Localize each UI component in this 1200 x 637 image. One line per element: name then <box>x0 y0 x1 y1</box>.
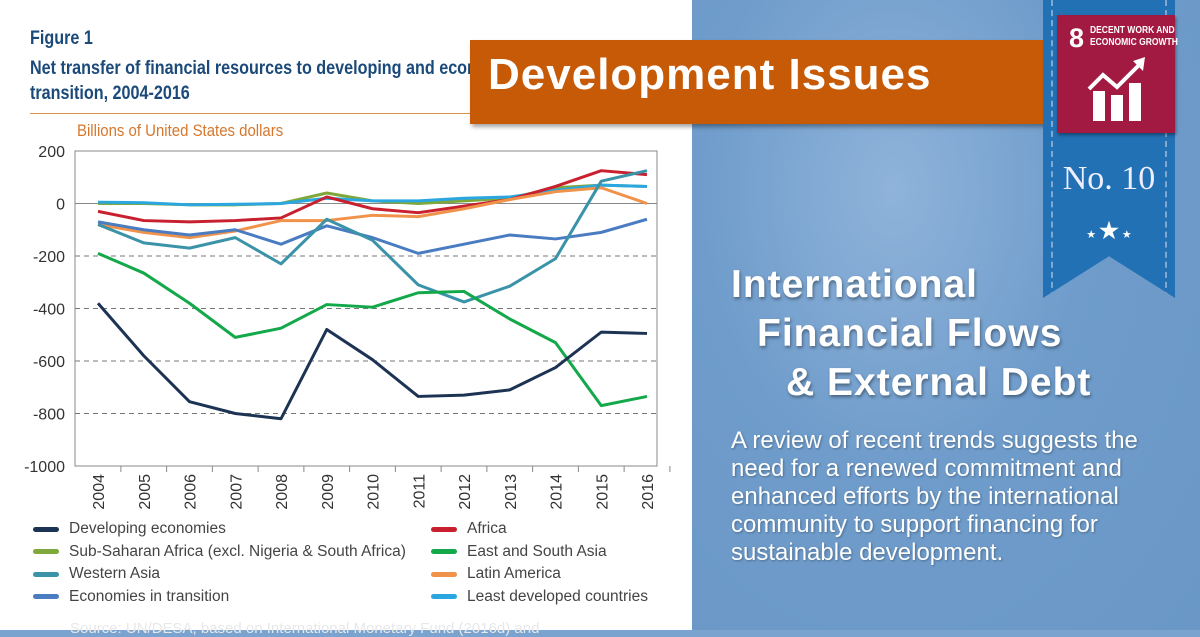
series-line-africa <box>97 169 648 224</box>
legend-label: Economies in transition <box>69 587 230 605</box>
legend-swatch <box>33 571 59 577</box>
legend-item: Economies in transition <box>33 586 406 609</box>
series-line-western-asia <box>97 169 648 304</box>
title-rule <box>30 113 480 114</box>
x-tick-label: 2007 <box>228 474 245 510</box>
x-tick-label: 2011 <box>411 474 428 509</box>
series-line-developing-economies <box>96 302 648 421</box>
line-chart: 200 0 -200 -400 -600 -800 -1000 2004 2005 2006 200… <box>24 144 671 510</box>
legend-swatch <box>33 549 59 555</box>
y-tick-label: -1000 <box>24 459 65 476</box>
legend-item: Western Asia <box>33 563 406 586</box>
y-tick-label: -400 <box>33 302 65 319</box>
headline-line2: Financial Flows <box>757 312 1063 355</box>
x-tick-label: 2012 <box>457 474 474 510</box>
x-tick-label: 2014 <box>549 474 566 510</box>
x-tick-label: 2015 <box>594 474 611 510</box>
y-axis-units: Billions of United States dollars <box>77 121 284 140</box>
plot-frame <box>74 150 658 467</box>
legend-swatch <box>431 594 457 600</box>
x-tick-label: 2006 <box>183 474 200 510</box>
sdg-badge: 8 DECENT WORK AND ECONOMIC GROWTH <box>1057 15 1178 133</box>
banner: Development Issues <box>470 40 1065 124</box>
legend-label: Least developed countries <box>467 587 648 605</box>
legend-item: Developing economies <box>33 518 406 541</box>
legend-item: Africa <box>431 518 648 541</box>
series-line-east-and-south-asia <box>97 251 648 408</box>
legend-swatch <box>431 571 457 577</box>
source-note: Source: UN/DESA, based on International … <box>70 620 540 637</box>
x-tick-label: 2010 <box>366 474 383 510</box>
growth-chart-icon <box>1087 57 1145 121</box>
legend-label: Sub-Saharan Africa (excl. Nigeria & Sout… <box>69 542 406 560</box>
legend-swatch <box>431 549 457 555</box>
legend-label: Latin America <box>467 565 561 583</box>
legend-item: East and South Asia <box>431 541 648 564</box>
legend-left: Developing economies Sub-Saharan Africa (… <box>33 518 406 608</box>
series-line-economies-in-transition <box>97 217 648 255</box>
headline-line1: International <box>731 263 979 306</box>
sdg-line1: DECENT WORK AND <box>1090 25 1175 36</box>
series-line-least-developed-countries <box>97 183 648 207</box>
legend-label: Western Asia <box>69 565 161 583</box>
y-tick-label: 0 <box>56 197 65 214</box>
series-line-latin-america <box>97 186 648 240</box>
sdg-number: 8 <box>1069 23 1085 53</box>
figure-title: Net transfer of financial resources to d… <box>30 58 543 104</box>
legend-swatch <box>33 526 59 532</box>
x-tick-label: 2008 <box>274 474 291 510</box>
legend-item: Latin America <box>431 563 648 586</box>
legend-swatch <box>431 526 457 532</box>
y-tick-label: -600 <box>33 354 65 371</box>
legend-item: Least developed countries <box>431 586 648 609</box>
headline-line3: & External Debt <box>786 361 1092 404</box>
legend-item: Sub-Saharan Africa (excl. Nigeria & Sout… <box>33 541 406 564</box>
description: A review of recent trends suggests the n… <box>731 427 1138 566</box>
issue-number: No. 10 <box>1062 160 1156 197</box>
x-tick-label: 2004 <box>91 474 108 510</box>
legend-label: Africa <box>467 520 507 538</box>
y-tick-label: 200 <box>38 144 65 161</box>
sdg-line2: ECONOMIC GROWTH <box>1090 37 1178 48</box>
x-tick-label: 2009 <box>320 474 337 510</box>
figure-label: Figure 1 <box>30 28 93 49</box>
legend-label: East and South Asia <box>467 542 607 560</box>
x-tick-label: 2005 <box>137 474 154 510</box>
legend-label: Developing economies <box>69 520 226 538</box>
x-tick-label: 2013 <box>503 474 520 510</box>
banner-title: Development Issues <box>488 50 932 99</box>
legend-swatch <box>33 594 59 600</box>
x-tick-label: 2016 <box>640 474 657 510</box>
y-tick-label: -200 <box>33 249 65 266</box>
y-tick-label: -800 <box>33 407 65 424</box>
stars-icon: ★ ★ ★ <box>1086 218 1132 243</box>
legend-right: Africa East and South Asia Latin America Le… <box>431 518 648 608</box>
